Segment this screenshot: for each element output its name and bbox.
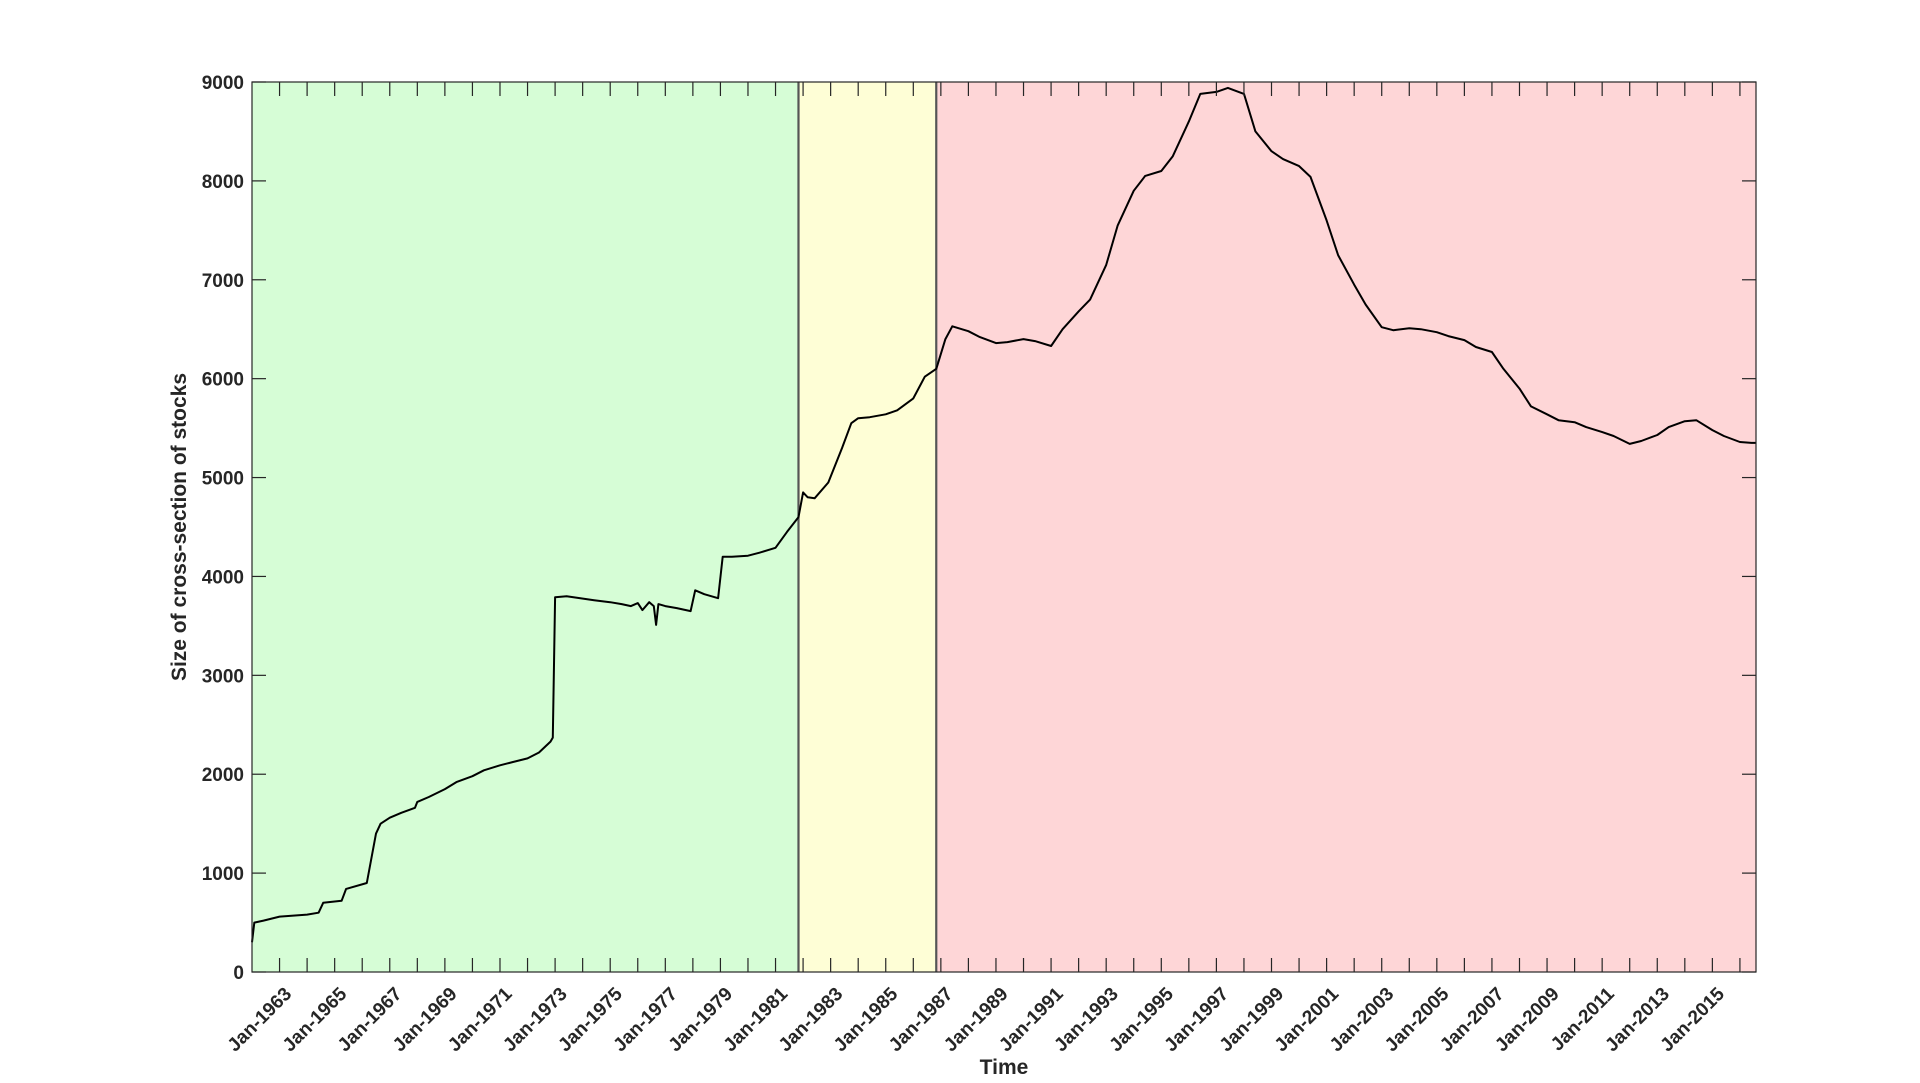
series-line bbox=[251, 86, 1756, 943]
y-tick-label: 5000 bbox=[202, 469, 244, 490]
series-layer bbox=[251, 86, 1756, 943]
y-tick-label: 8000 bbox=[202, 172, 244, 193]
period-divider-lines bbox=[797, 82, 938, 972]
y-tick-label: 9000 bbox=[202, 73, 244, 94]
y-tick-label: 1000 bbox=[202, 864, 244, 885]
plot-area-frame bbox=[251, 81, 1757, 973]
x-axis-title: Time bbox=[980, 1056, 1029, 1079]
shaded-region-1 bbox=[252, 82, 799, 972]
shaded-region-2 bbox=[798, 82, 937, 972]
y-tick-label: 3000 bbox=[202, 666, 244, 687]
y-tick-label: 0 bbox=[233, 963, 244, 984]
shaded-regions bbox=[252, 82, 1756, 972]
y-axis-title: Size of cross-section of stocks bbox=[168, 373, 191, 681]
y-tick-label: 6000 bbox=[202, 370, 244, 391]
y-tick-label: 7000 bbox=[202, 271, 244, 292]
y-tick-label: 4000 bbox=[202, 567, 244, 588]
y-tick-label: 2000 bbox=[202, 765, 244, 786]
shaded-region-3 bbox=[936, 82, 1756, 972]
